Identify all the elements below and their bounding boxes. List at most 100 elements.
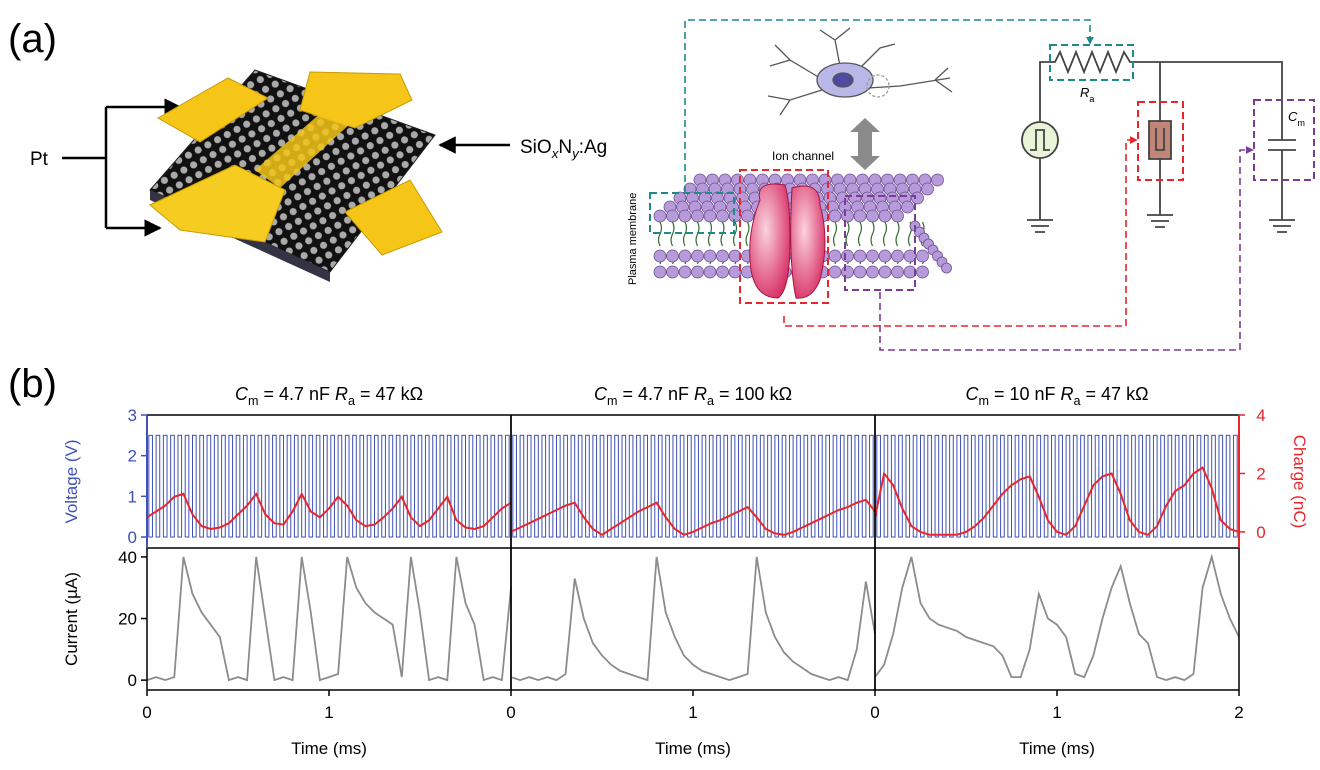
pulse bbox=[680, 435, 684, 537]
pulse bbox=[1001, 435, 1005, 537]
pulse bbox=[571, 435, 575, 537]
pulse bbox=[884, 435, 888, 537]
lipid-head bbox=[867, 250, 879, 262]
pulse bbox=[389, 435, 393, 537]
pulse bbox=[1124, 435, 1128, 537]
pulse bbox=[294, 435, 298, 537]
pulse bbox=[353, 435, 357, 537]
pulse bbox=[957, 435, 961, 537]
text-part: = 47 kΩ bbox=[1081, 384, 1149, 404]
lipid-head bbox=[854, 266, 866, 278]
pulse bbox=[338, 435, 342, 537]
pulse bbox=[302, 435, 306, 537]
pulse bbox=[877, 435, 881, 537]
lipid-head bbox=[704, 266, 716, 278]
pulse bbox=[404, 435, 408, 537]
lipid-head bbox=[679, 210, 691, 222]
resistor-label: Ra bbox=[1080, 85, 1095, 104]
pulse bbox=[862, 435, 866, 537]
pulse bbox=[731, 435, 735, 537]
x-tick-label: 1 bbox=[1052, 703, 1061, 722]
x-axis-label: Time (ms) bbox=[1019, 739, 1095, 758]
pulse bbox=[1175, 435, 1179, 537]
circuit-boxes bbox=[1050, 45, 1314, 180]
pulse bbox=[629, 435, 633, 537]
pulse bbox=[775, 435, 779, 537]
pulse bbox=[440, 435, 444, 537]
pulse bbox=[804, 435, 808, 537]
pulse bbox=[243, 435, 247, 537]
pulse bbox=[768, 435, 772, 537]
lipid-head bbox=[654, 266, 666, 278]
lipid-head bbox=[704, 210, 716, 222]
y2-tick-label: 2 bbox=[1256, 464, 1265, 483]
pulse bbox=[1153, 435, 1157, 537]
current-line bbox=[147, 557, 511, 680]
material-label: SiOxNy:Ag bbox=[520, 137, 607, 161]
lipid-head bbox=[829, 210, 841, 222]
pulse bbox=[149, 435, 153, 537]
pulse bbox=[819, 435, 823, 537]
pulse bbox=[207, 435, 211, 537]
panel-label: (b) bbox=[8, 362, 57, 406]
pulse bbox=[367, 435, 371, 537]
pulse bbox=[753, 435, 757, 537]
pulse bbox=[564, 435, 568, 537]
lipid-head bbox=[879, 250, 891, 262]
lipid-head bbox=[667, 210, 679, 222]
pulse bbox=[855, 435, 859, 537]
pulse bbox=[1095, 435, 1099, 537]
pulse bbox=[935, 435, 939, 537]
lipid-head bbox=[867, 266, 879, 278]
lipid-head bbox=[679, 266, 691, 278]
pulse bbox=[193, 435, 197, 537]
chart-title: Cm = 4.7 nF Ra = 47 kΩ bbox=[235, 384, 423, 408]
charge-line bbox=[875, 468, 1239, 535]
pulse bbox=[578, 435, 582, 537]
pulse bbox=[1066, 435, 1070, 537]
lipid-head bbox=[879, 266, 891, 278]
text-part: a bbox=[1074, 394, 1081, 408]
pulse bbox=[1015, 435, 1019, 537]
pulse bbox=[324, 435, 328, 537]
pulse bbox=[782, 435, 786, 537]
pulse bbox=[1022, 435, 1026, 537]
pulse bbox=[950, 435, 954, 537]
text-part: = 4.7 nF bbox=[258, 384, 335, 404]
pulse bbox=[214, 435, 218, 537]
lipid-head bbox=[717, 266, 729, 278]
charge-line bbox=[147, 494, 511, 529]
y2-axis-label: Charge (nC) bbox=[1290, 435, 1309, 529]
pulse bbox=[1161, 435, 1165, 537]
lipid-head bbox=[917, 266, 929, 278]
text-part: R bbox=[1061, 384, 1074, 404]
x-axis-label: Time (ms) bbox=[655, 739, 731, 758]
text-part: a bbox=[348, 394, 355, 408]
x-axis-label: Time (ms) bbox=[291, 739, 367, 758]
lipid-head bbox=[854, 250, 866, 262]
y-tick-label: 2 bbox=[128, 447, 137, 466]
text-part: m bbox=[248, 394, 259, 408]
pulse bbox=[498, 435, 502, 537]
pulse bbox=[1168, 435, 1172, 537]
x-tick-label: 2 bbox=[1234, 703, 1243, 722]
pulse bbox=[848, 435, 852, 537]
pulse bbox=[316, 435, 320, 537]
x-tick-label: 1 bbox=[688, 703, 697, 722]
lipid-head bbox=[912, 192, 924, 204]
x-tick-label: 0 bbox=[870, 703, 879, 722]
lipid-head bbox=[892, 250, 904, 262]
pulse bbox=[1059, 435, 1063, 537]
pulse bbox=[185, 435, 189, 537]
lipid-head bbox=[667, 250, 679, 262]
lipid-head bbox=[879, 210, 891, 222]
pulse bbox=[1197, 435, 1201, 537]
y-tick-label: 20 bbox=[118, 610, 137, 629]
pulse bbox=[447, 435, 451, 537]
pulse bbox=[418, 435, 422, 537]
pulse bbox=[251, 435, 255, 537]
lipid-head bbox=[654, 250, 666, 262]
lipid-head bbox=[892, 266, 904, 278]
lipid-head bbox=[692, 250, 704, 262]
